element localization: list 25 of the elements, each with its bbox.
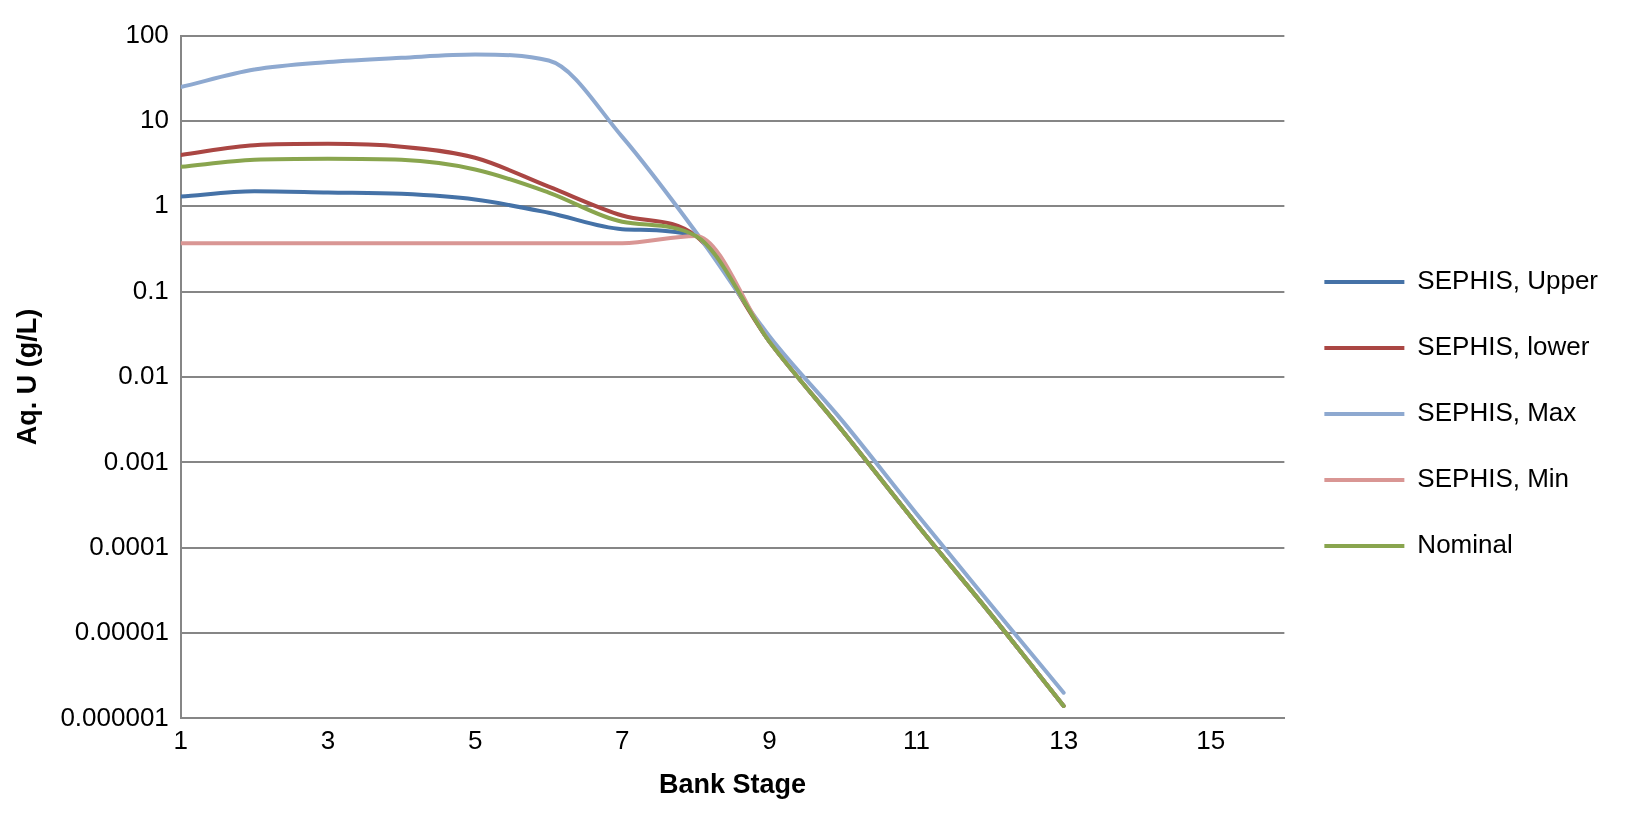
y-tick-label: 0.00001 (74, 616, 169, 647)
y-tick-label: 0.0001 (89, 530, 169, 561)
legend-label: SEPHIS, Min (1417, 463, 1570, 494)
x-tick-label: 3 (320, 725, 336, 756)
legend-label: SEPHIS, Max (1417, 397, 1577, 428)
x-tick-label: 5 (467, 725, 483, 756)
y-tick-label: 100 (125, 18, 169, 49)
line-series (180, 52, 1066, 695)
y-tick-label: 1 (154, 189, 169, 220)
x-tick-label: 9 (762, 725, 777, 756)
y-tick-label: 0.01 (118, 360, 169, 391)
legend-label: Nominal (1417, 529, 1513, 560)
x-tick-label: 1 (173, 725, 189, 756)
x-tick-label: 13 (1049, 725, 1079, 756)
y-tick-label: 0.000001 (60, 701, 169, 732)
x-axis-title: Bank Stage (659, 769, 807, 800)
y-axis-title: Aq. U (g/L) (11, 308, 42, 446)
y-tick-label: 0.001 (103, 445, 169, 476)
y-tick-label: 10 (139, 104, 169, 135)
y-tick-label: 0.1 (132, 274, 169, 305)
legend-label: SEPHIS, Upper (1417, 265, 1599, 296)
x-tick-label: 15 (1196, 725, 1226, 756)
legend-label: SEPHIS, lower (1417, 331, 1590, 362)
x-tick-label: 7 (615, 725, 630, 756)
x-tick-label: 11 (903, 725, 931, 756)
